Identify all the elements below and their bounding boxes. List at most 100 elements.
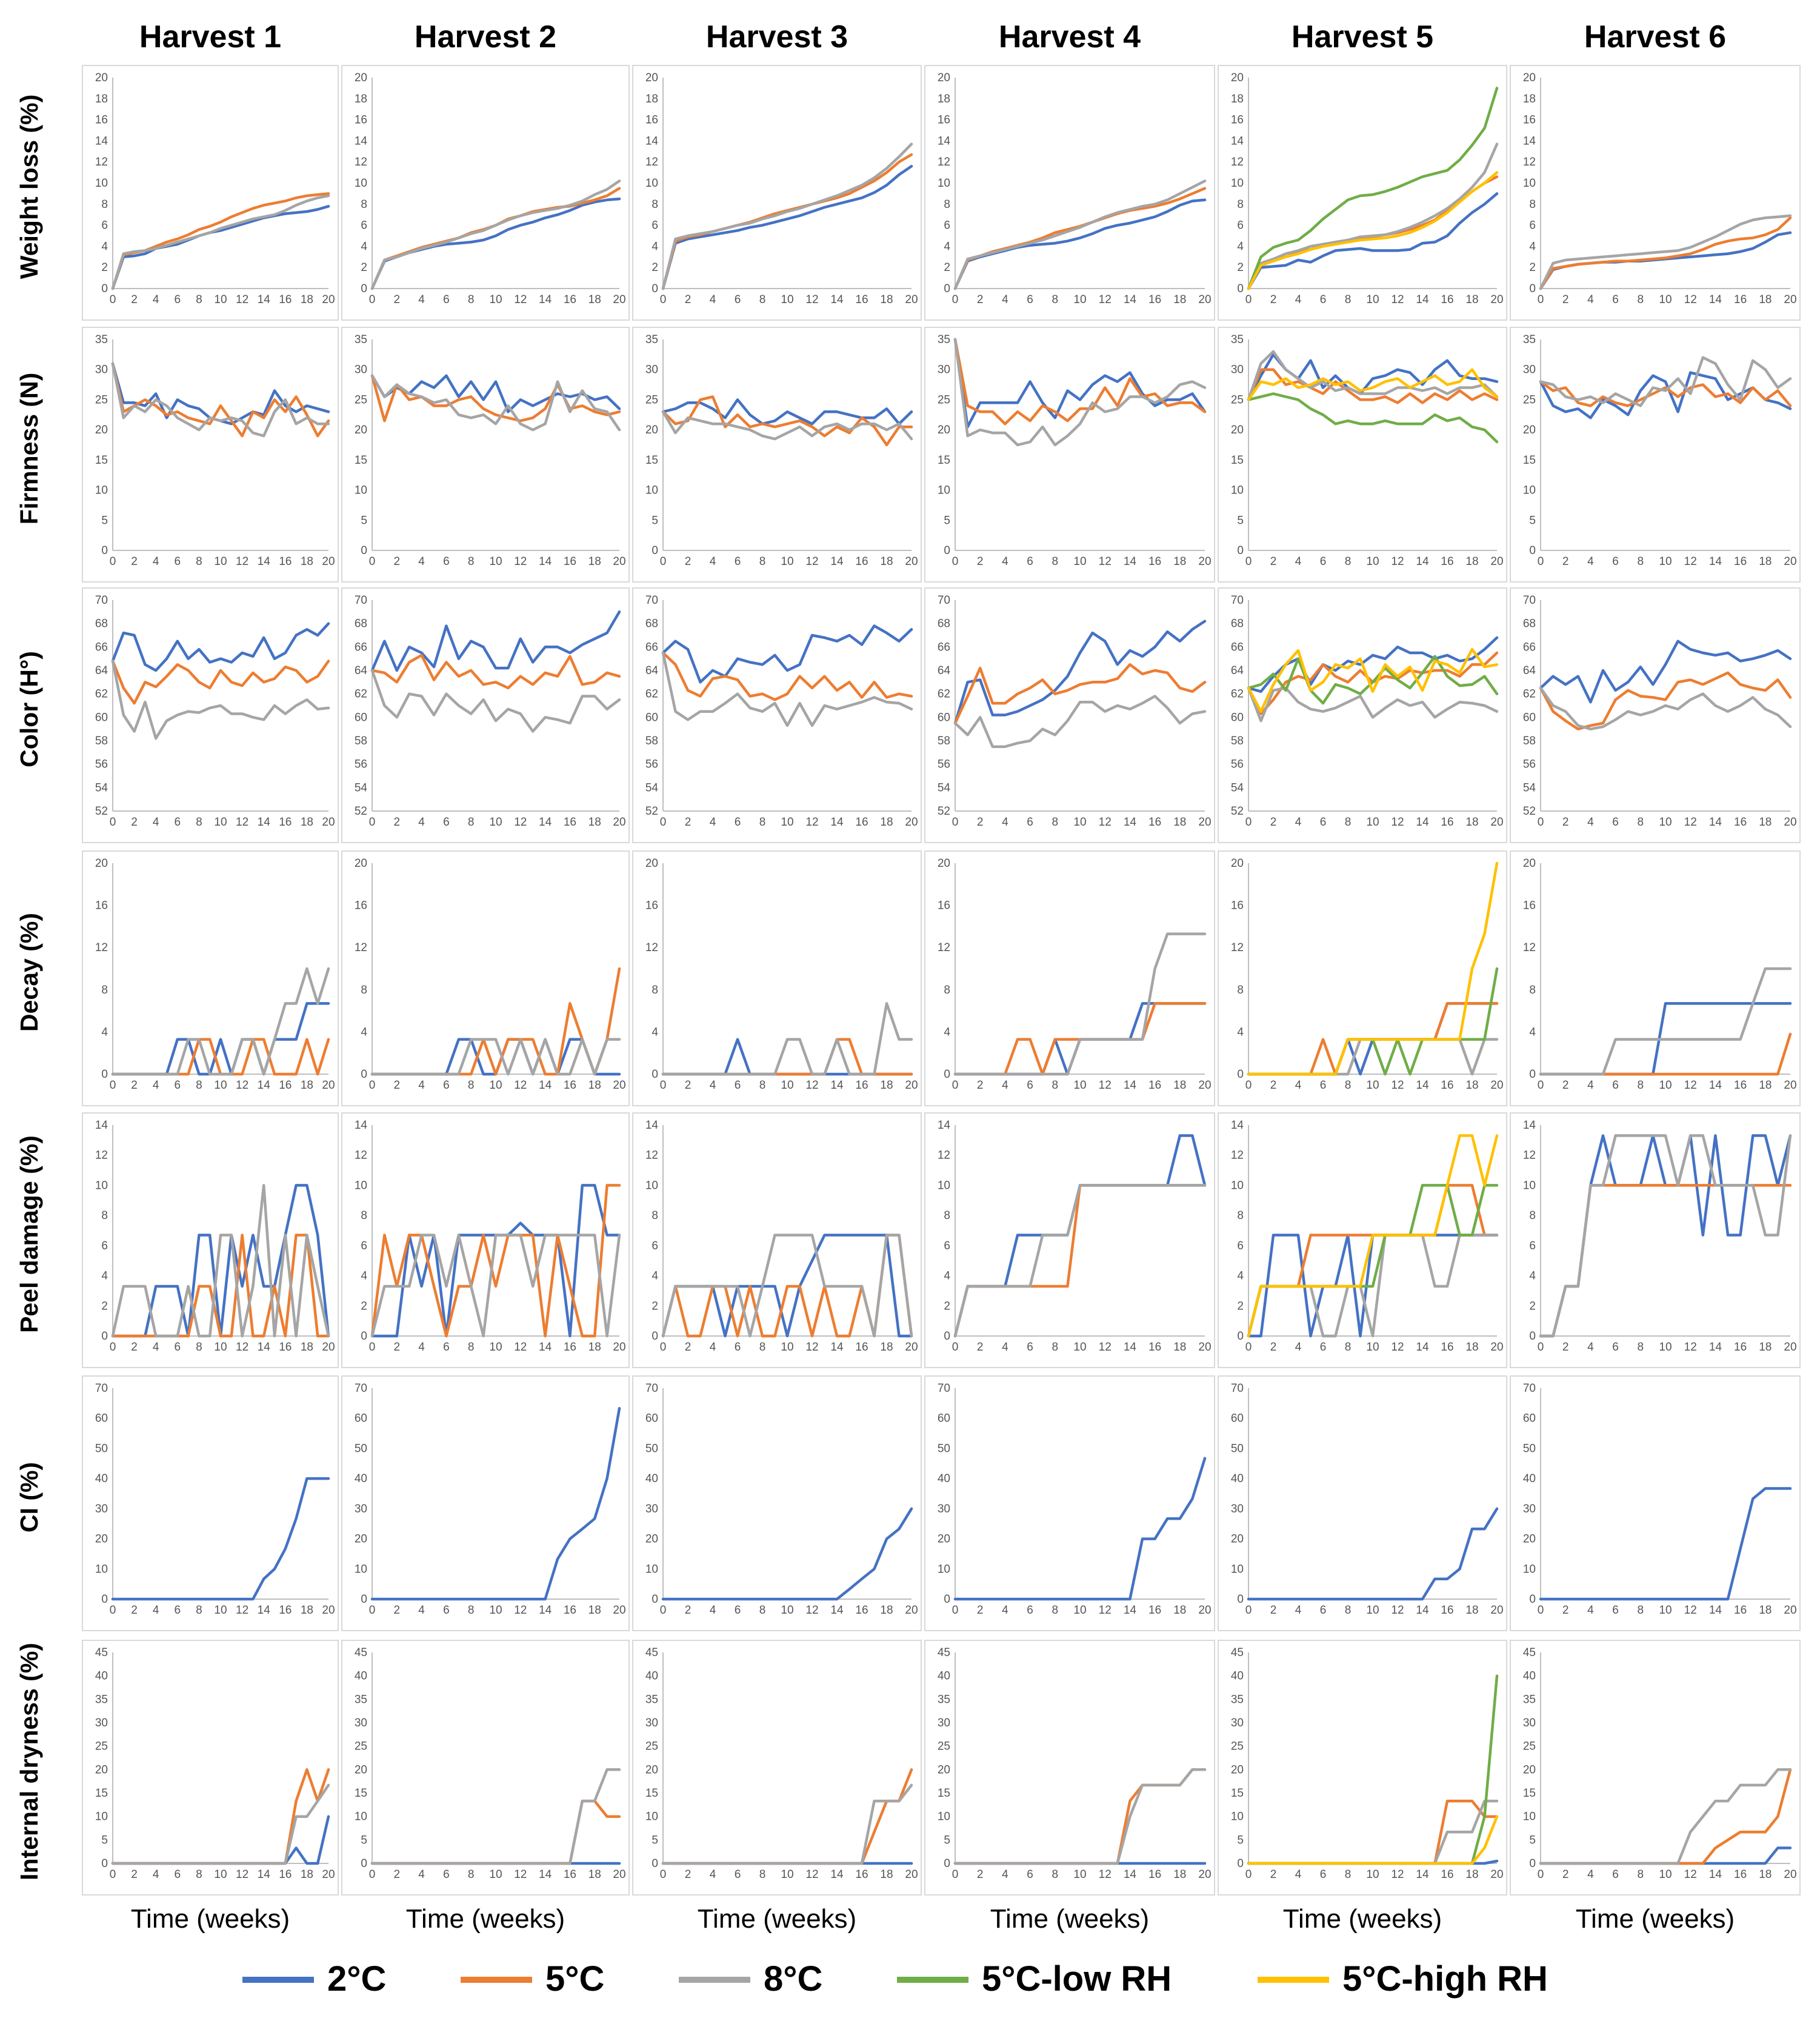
- panel-r6-c5: 0 10 20 30 40 50 60 70 0 2 4 6 8 10 12 14 16 18 20: [1218, 1375, 1507, 1631]
- panel-r1-c4: 0 2 4 6 8 10 12 14 16 18 20 0 2 4 6 8 10 12 14 16 18 20: [924, 65, 1215, 321]
- x-tick-label: 0: [369, 816, 376, 829]
- y-tick-label: 8: [101, 984, 108, 997]
- y-tick-label: 10: [938, 1179, 950, 1192]
- x-tick-label: 6: [443, 1341, 450, 1354]
- x-tick-label: 16: [564, 1604, 576, 1617]
- y-tick-label: 0: [944, 1593, 950, 1606]
- x-tick-label: 20: [1784, 816, 1796, 829]
- x-tick-label: 12: [236, 293, 248, 306]
- panel-frame: [82, 1375, 339, 1631]
- panel-r4-c5: 0 4 8 12 16 20 0 2 4 6 8 10 12 14 16 18 20: [1218, 850, 1507, 1106]
- x-tick-label: 14: [539, 1868, 552, 1881]
- panel-r2-c2: 0 5 10 15 20 25 30 35 0 2 4 6 8 10 12 14 16 18 20: [341, 327, 630, 583]
- x-tick-label: 2: [685, 1604, 692, 1617]
- x-tick-label: 18: [1173, 1604, 1186, 1617]
- x-tick-label: 20: [1198, 816, 1211, 829]
- y-tick-label: 0: [101, 1593, 108, 1606]
- x-tick-label: 14: [1416, 1868, 1429, 1881]
- y-tick-label: 40: [1523, 1670, 1536, 1683]
- series-line-2-c: [661, 624, 913, 684]
- x-tick-label: 18: [880, 293, 893, 306]
- series-line-8-c: [370, 1768, 621, 1865]
- x-tick-label: 10: [1659, 816, 1672, 829]
- x-tick-label: 14: [539, 1341, 552, 1354]
- y-tick-label: 0: [652, 1330, 658, 1343]
- x-tick-label: 20: [322, 555, 335, 568]
- y-tick-label: 20: [1231, 1763, 1244, 1776]
- y-tick-label: 64: [1523, 664, 1536, 677]
- x-tick-label: 0: [952, 816, 959, 829]
- x-tick-label: 10: [1366, 555, 1379, 568]
- y-tick-label: 20: [95, 1763, 108, 1776]
- y-tick-label: 30: [95, 1503, 108, 1515]
- y-tick-label: 5: [652, 1834, 658, 1846]
- panel-r2-c4: 0 5 10 15 20 25 30 35 0 2 4 6 8 10 12 14 16 18 20: [924, 327, 1215, 583]
- x-tick-label: 20: [905, 1604, 918, 1617]
- x-tick-label: 18: [1465, 1079, 1478, 1092]
- panel-frame: [82, 65, 339, 321]
- y-tick-label: 12: [938, 156, 950, 169]
- x-tick-label: 2: [1562, 1341, 1569, 1354]
- x-tick-label: 14: [258, 555, 271, 568]
- x-tick-label: 6: [735, 1079, 741, 1092]
- series-line-8-c: [661, 142, 913, 290]
- x-tick-label: 20: [322, 816, 335, 829]
- panel-frame: [632, 327, 922, 583]
- y-tick-label: 10: [355, 484, 367, 497]
- x-tick-label: 16: [855, 1868, 868, 1881]
- y-tick-label: 35: [938, 1693, 950, 1706]
- x-tick-label: 6: [735, 1868, 741, 1881]
- x-tick-label: 18: [588, 1604, 601, 1617]
- x-tick-label: 14: [539, 555, 552, 568]
- y-tick-label: 30: [95, 364, 108, 376]
- y-tick-label: 6: [101, 1240, 108, 1252]
- x-tick-label: 14: [830, 816, 844, 829]
- y-tick-label: 70: [938, 1382, 950, 1395]
- x-tick-label: 18: [880, 1079, 893, 1092]
- y-tick-label: 30: [938, 1503, 950, 1515]
- x-tick-label: 16: [564, 555, 576, 568]
- x-tick-label: 8: [1638, 1868, 1644, 1881]
- y-tick-label: 20: [938, 424, 950, 436]
- y-tick-label: 0: [944, 1330, 950, 1343]
- series-line-5-c: [370, 374, 621, 423]
- row-label-internal-dryness: Internal dryness (%): [15, 1643, 43, 1880]
- y-tick-label: 12: [1523, 1149, 1536, 1162]
- panel-r7-c2: 0 5 10 15 20 25 30 35 40 45 0 2 4 6 8 10 12 14 16 18 20: [341, 1640, 630, 1896]
- x-tick-label: 16: [1734, 1079, 1747, 1092]
- x-tick-label: 10: [1073, 1868, 1086, 1881]
- y-tick-label: 68: [645, 618, 658, 630]
- x-tick-label: 10: [489, 1341, 502, 1354]
- y-tick-label: 66: [355, 641, 367, 653]
- x-tick-label: 4: [1002, 1868, 1008, 1881]
- x-tick-label: 18: [880, 555, 893, 568]
- series-line-2-c: [370, 1407, 621, 1601]
- y-tick-label: 12: [645, 156, 658, 169]
- series-line-8-c: [661, 1783, 913, 1865]
- y-tick-label: 45: [645, 1646, 658, 1659]
- x-tick-label: 14: [1124, 1341, 1137, 1354]
- x-tick-label: 8: [468, 1341, 475, 1354]
- y-tick-label: 60: [1231, 711, 1244, 724]
- y-tick-label: 5: [944, 514, 950, 527]
- x-tick-label: 2: [1270, 1341, 1277, 1354]
- y-tick-label: 8: [1237, 1209, 1244, 1222]
- x-tick-label: 2: [685, 1341, 692, 1354]
- y-tick-label: 40: [645, 1670, 658, 1683]
- y-tick-label: 8: [361, 984, 367, 997]
- x-tick-label: 18: [1173, 1341, 1186, 1354]
- x-tick-label: 8: [759, 555, 766, 568]
- series-line-8-c: [953, 932, 1207, 1076]
- x-tick-label: 2: [131, 1604, 138, 1617]
- panel-frame: [1510, 1640, 1801, 1896]
- y-tick-label: 16: [95, 114, 108, 127]
- x-tick-label: 14: [1124, 1604, 1137, 1617]
- x-tick-label: 14: [1124, 1079, 1137, 1092]
- series-line-8-c: [1539, 686, 1792, 730]
- x-tick-label: 0: [1538, 555, 1544, 568]
- y-tick-label: 4: [101, 1270, 108, 1283]
- x-tick-label: 2: [394, 293, 401, 306]
- y-tick-label: 45: [1523, 1646, 1536, 1659]
- y-tick-label: 15: [1523, 1787, 1536, 1800]
